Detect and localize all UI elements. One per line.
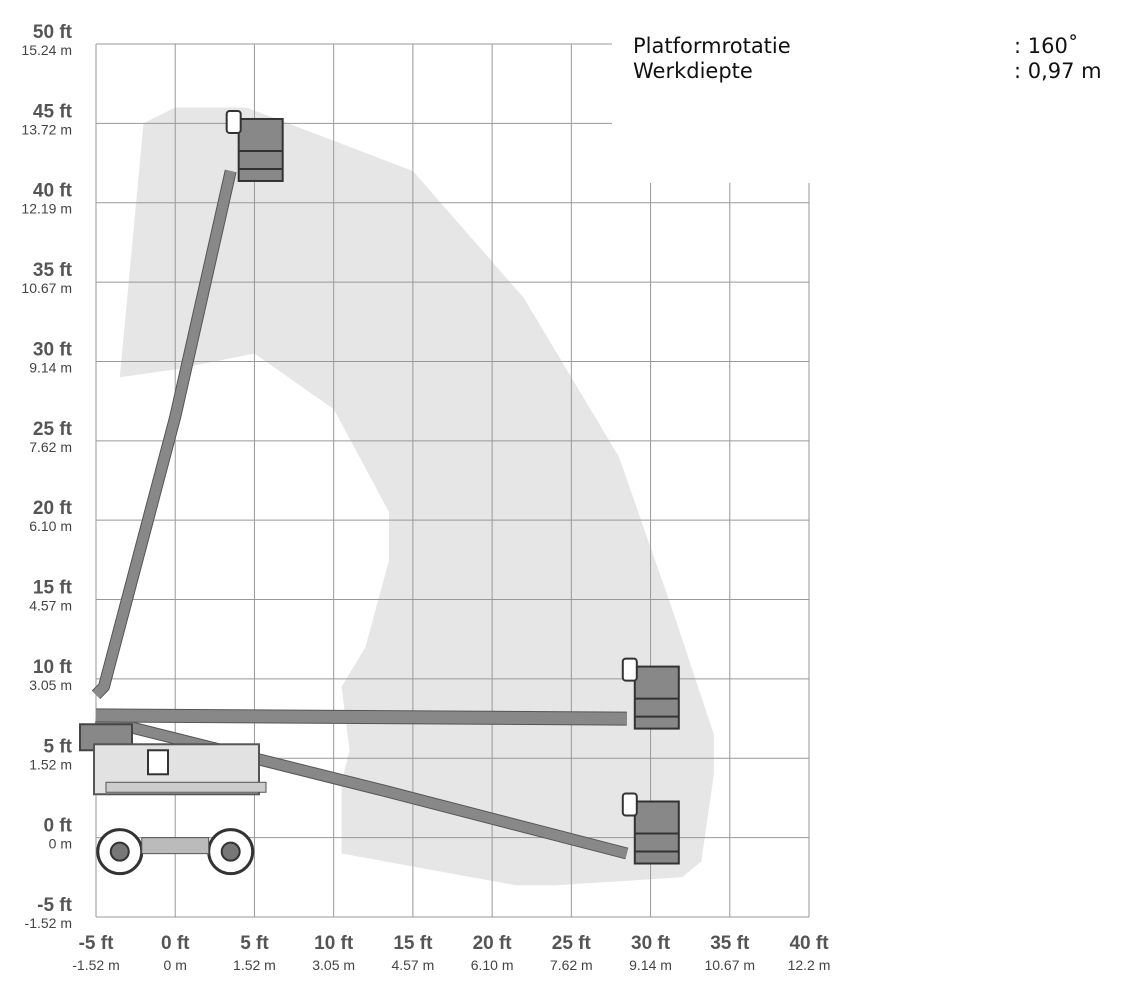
wheel-front-hub [220, 841, 241, 862]
y-tick-m-label: 13.72 m [21, 121, 72, 137]
spec-value-platformrotatie: : 160˚ [1014, 34, 1079, 58]
x-tick-ft-label: 30 ft [631, 933, 671, 954]
platform-mid-operator-icon [621, 657, 638, 682]
chassis-door [147, 749, 169, 776]
y-tick-m-label: 4.57 m [29, 598, 72, 614]
y-tick-m-label: 7.62 m [29, 439, 72, 455]
y-tick-ft-label: -5 ft [37, 895, 73, 916]
spec-label-werkdiepte: Werkdiepte [633, 59, 753, 83]
y-tick-ft-label: 35 ft [33, 260, 73, 281]
x-tick-m-label: 10.67 m [704, 957, 755, 973]
working-envelope-area [119, 107, 714, 886]
y-tick-ft-label: 15 ft [33, 578, 73, 599]
y-tick-ft-label: 50 ft [33, 22, 73, 43]
y-tick-ft-label: 25 ft [33, 419, 73, 440]
y-tick-m-label: 6.10 m [29, 518, 72, 534]
y-tick-m-label: 1.52 m [29, 756, 72, 772]
y-tick-ft-label: 10 ft [33, 657, 73, 678]
grid [95, 43, 810, 918]
spec-label-platformrotatie: Platformrotatie [633, 34, 791, 58]
x-tick-m-label: 0 m [164, 957, 187, 973]
y-tick-m-label: 9.14 m [29, 359, 72, 375]
working-envelope [119, 107, 714, 886]
x-tick-m-label: 3.05 m [312, 957, 355, 973]
x-tick-ft-label: 10 ft [314, 933, 354, 954]
chassis-base [105, 781, 267, 793]
x-tick-ft-label: 20 ft [473, 933, 513, 954]
y-tick-ft-label: 45 ft [33, 101, 73, 122]
spec-value-werkdiepte: : 0,97 m [1014, 59, 1102, 83]
y-tick-m-label: 10.67 m [21, 280, 72, 296]
x-tick-m-label: 1.52 m [233, 957, 276, 973]
y-tick-ft-label: 40 ft [33, 181, 73, 202]
y-tick-m-label: -1.52 m [25, 915, 72, 931]
x-tick-ft-label: 35 ft [710, 933, 750, 954]
x-tick-m-label: 6.10 m [471, 957, 514, 973]
x-tick-m-label: 4.57 m [391, 957, 434, 973]
boom-horizontal [95, 709, 627, 725]
x-tick-ft-label: 15 ft [393, 933, 433, 954]
y-tick-m-label: 3.05 m [29, 677, 72, 693]
x-tick-ft-label: 25 ft [552, 933, 592, 954]
y-tick-ft-label: 30 ft [33, 339, 73, 360]
y-tick-ft-label: 5 ft [44, 736, 73, 757]
axle-frame [141, 837, 210, 855]
y-tick-ft-label: 20 ft [33, 498, 73, 519]
x-tick-ft-label: 5 ft [240, 933, 269, 954]
x-tick-m-label: 7.62 m [550, 957, 593, 973]
y-tick-m-label: 15.24 m [21, 42, 72, 58]
x-tick-ft-label: -5 ft [79, 933, 115, 954]
x-axis-ticks: -5 ft -1.52 m 0 ft 0 m 5 ft 1.52 m 10 ft 3.05 m… [72, 933, 830, 973]
x-tick-m-label: 9.14 m [629, 957, 672, 973]
platform-low-operator-icon [621, 792, 638, 817]
boom-below-horizontal [94, 713, 629, 859]
lift-drawing [79, 109, 680, 876]
x-tick-ft-label: 0 ft [161, 933, 190, 954]
x-tick-m-label: 12.2 m [788, 957, 831, 973]
y-tick-ft-label: 0 ft [44, 816, 73, 837]
y-tick-m-label: 12.19 m [21, 201, 72, 217]
boom-max-height [92, 169, 236, 699]
wheel-rear-hub [109, 841, 130, 862]
x-tick-ft-label: 40 ft [789, 933, 829, 954]
x-tick-m-label: -1.52 m [72, 957, 119, 973]
y-tick-m-label: 0 m [49, 836, 72, 852]
platform-top-operator-icon [225, 109, 242, 134]
